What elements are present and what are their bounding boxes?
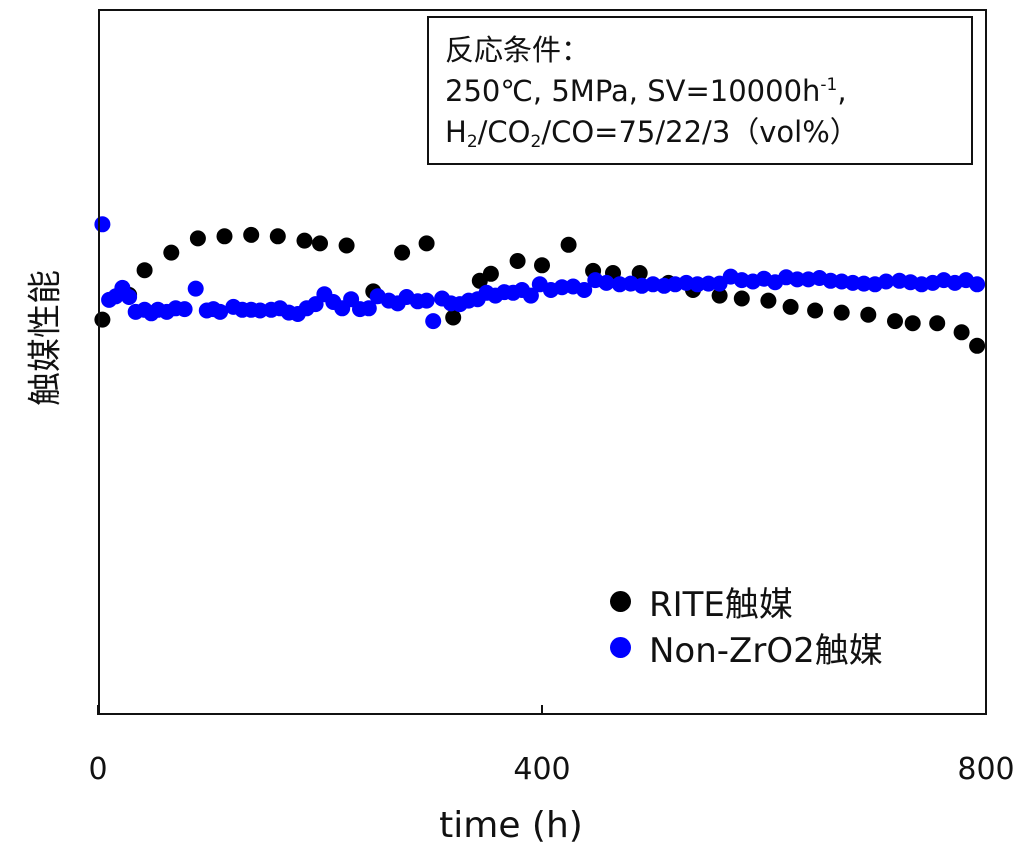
rite-data-point	[711, 287, 728, 304]
legend-label-non-zro2: Non-ZrO2触媒	[649, 630, 883, 671]
rite-data-point	[312, 235, 328, 252]
conditions-line-temperature-pressure: 250℃, 5MPa, SV=10000h-1,	[445, 74, 847, 108]
rite-data-point	[953, 324, 970, 341]
non-zro2-data-point	[418, 292, 435, 309]
rite-data-point	[394, 244, 411, 261]
rite-data-point	[782, 298, 799, 315]
rite-data-point	[216, 228, 233, 245]
rite-data-point	[418, 235, 435, 252]
reaction-conditions-box: 反応条件： 250℃, 5MPa, SV=10000h-1, H2/CO2/CO…	[427, 16, 973, 165]
rite-data-point	[560, 236, 577, 253]
legend-marker-rite	[610, 590, 631, 612]
rite-data-point	[807, 302, 824, 319]
non-zro2-data-point	[598, 274, 615, 291]
rite-data-point	[733, 290, 750, 307]
conditions-heading: 反応条件：	[445, 33, 591, 67]
x-tick-label: 400	[513, 752, 571, 787]
rite-data-point	[631, 265, 648, 281]
non-zro2-data-point	[360, 300, 377, 317]
x-tick-label: 0	[88, 752, 108, 787]
legend-item-non-zro2: Non-ZrO2触媒	[610, 624, 883, 671]
non-zro2-data-point	[969, 276, 986, 293]
rite-data-point	[445, 309, 462, 326]
rite-data-point	[189, 230, 206, 247]
rite-data-point	[887, 313, 903, 330]
rite-data-point	[509, 253, 526, 269]
rite-data-point	[833, 304, 850, 321]
non-zro2-data-point	[522, 287, 539, 304]
legend-label-rite: RITE触媒	[649, 584, 793, 625]
rite-data-point	[338, 237, 355, 254]
rite-data-point	[243, 226, 260, 243]
rite-data-point	[534, 257, 550, 274]
rite-data-point	[163, 244, 180, 261]
non-zro2-data-point	[425, 313, 442, 330]
x-axis-label: time (h)	[439, 805, 583, 846]
legend: RITE触媒 Non-ZrO2触媒	[610, 578, 883, 671]
non-zro2-data-point	[176, 301, 193, 318]
rite-data-point	[482, 265, 499, 282]
non-zro2-data-point	[576, 282, 593, 298]
conditions-line-gas-composition: H2/CO2/CO=75/22/3（vol%）	[445, 115, 859, 152]
data-points-layer	[94, 216, 986, 354]
rite-data-point	[904, 315, 921, 332]
y-axis-label: 触媒性能	[25, 270, 66, 406]
rite-data-point	[760, 292, 777, 309]
rite-data-point	[136, 262, 153, 279]
non-zro2-data-point	[121, 289, 138, 305]
rite-data-point	[929, 315, 946, 332]
non-zro2-data-point	[700, 275, 717, 292]
non-zro2-data-point	[187, 280, 204, 297]
rite-data-point	[296, 232, 313, 249]
plot-area-frame	[98, 9, 987, 715]
non-zro2-data-point	[878, 273, 895, 290]
non-zro2-data-point	[789, 271, 806, 288]
legend-marker-non-zro2	[610, 636, 631, 658]
rite-data-point	[269, 228, 286, 245]
legend-item-rite: RITE触媒	[610, 578, 883, 625]
rite-data-point	[969, 337, 986, 354]
x-tick-label: 800	[957, 752, 1015, 787]
non-zro2-data-point	[212, 303, 229, 320]
rite-data-point	[860, 306, 877, 323]
